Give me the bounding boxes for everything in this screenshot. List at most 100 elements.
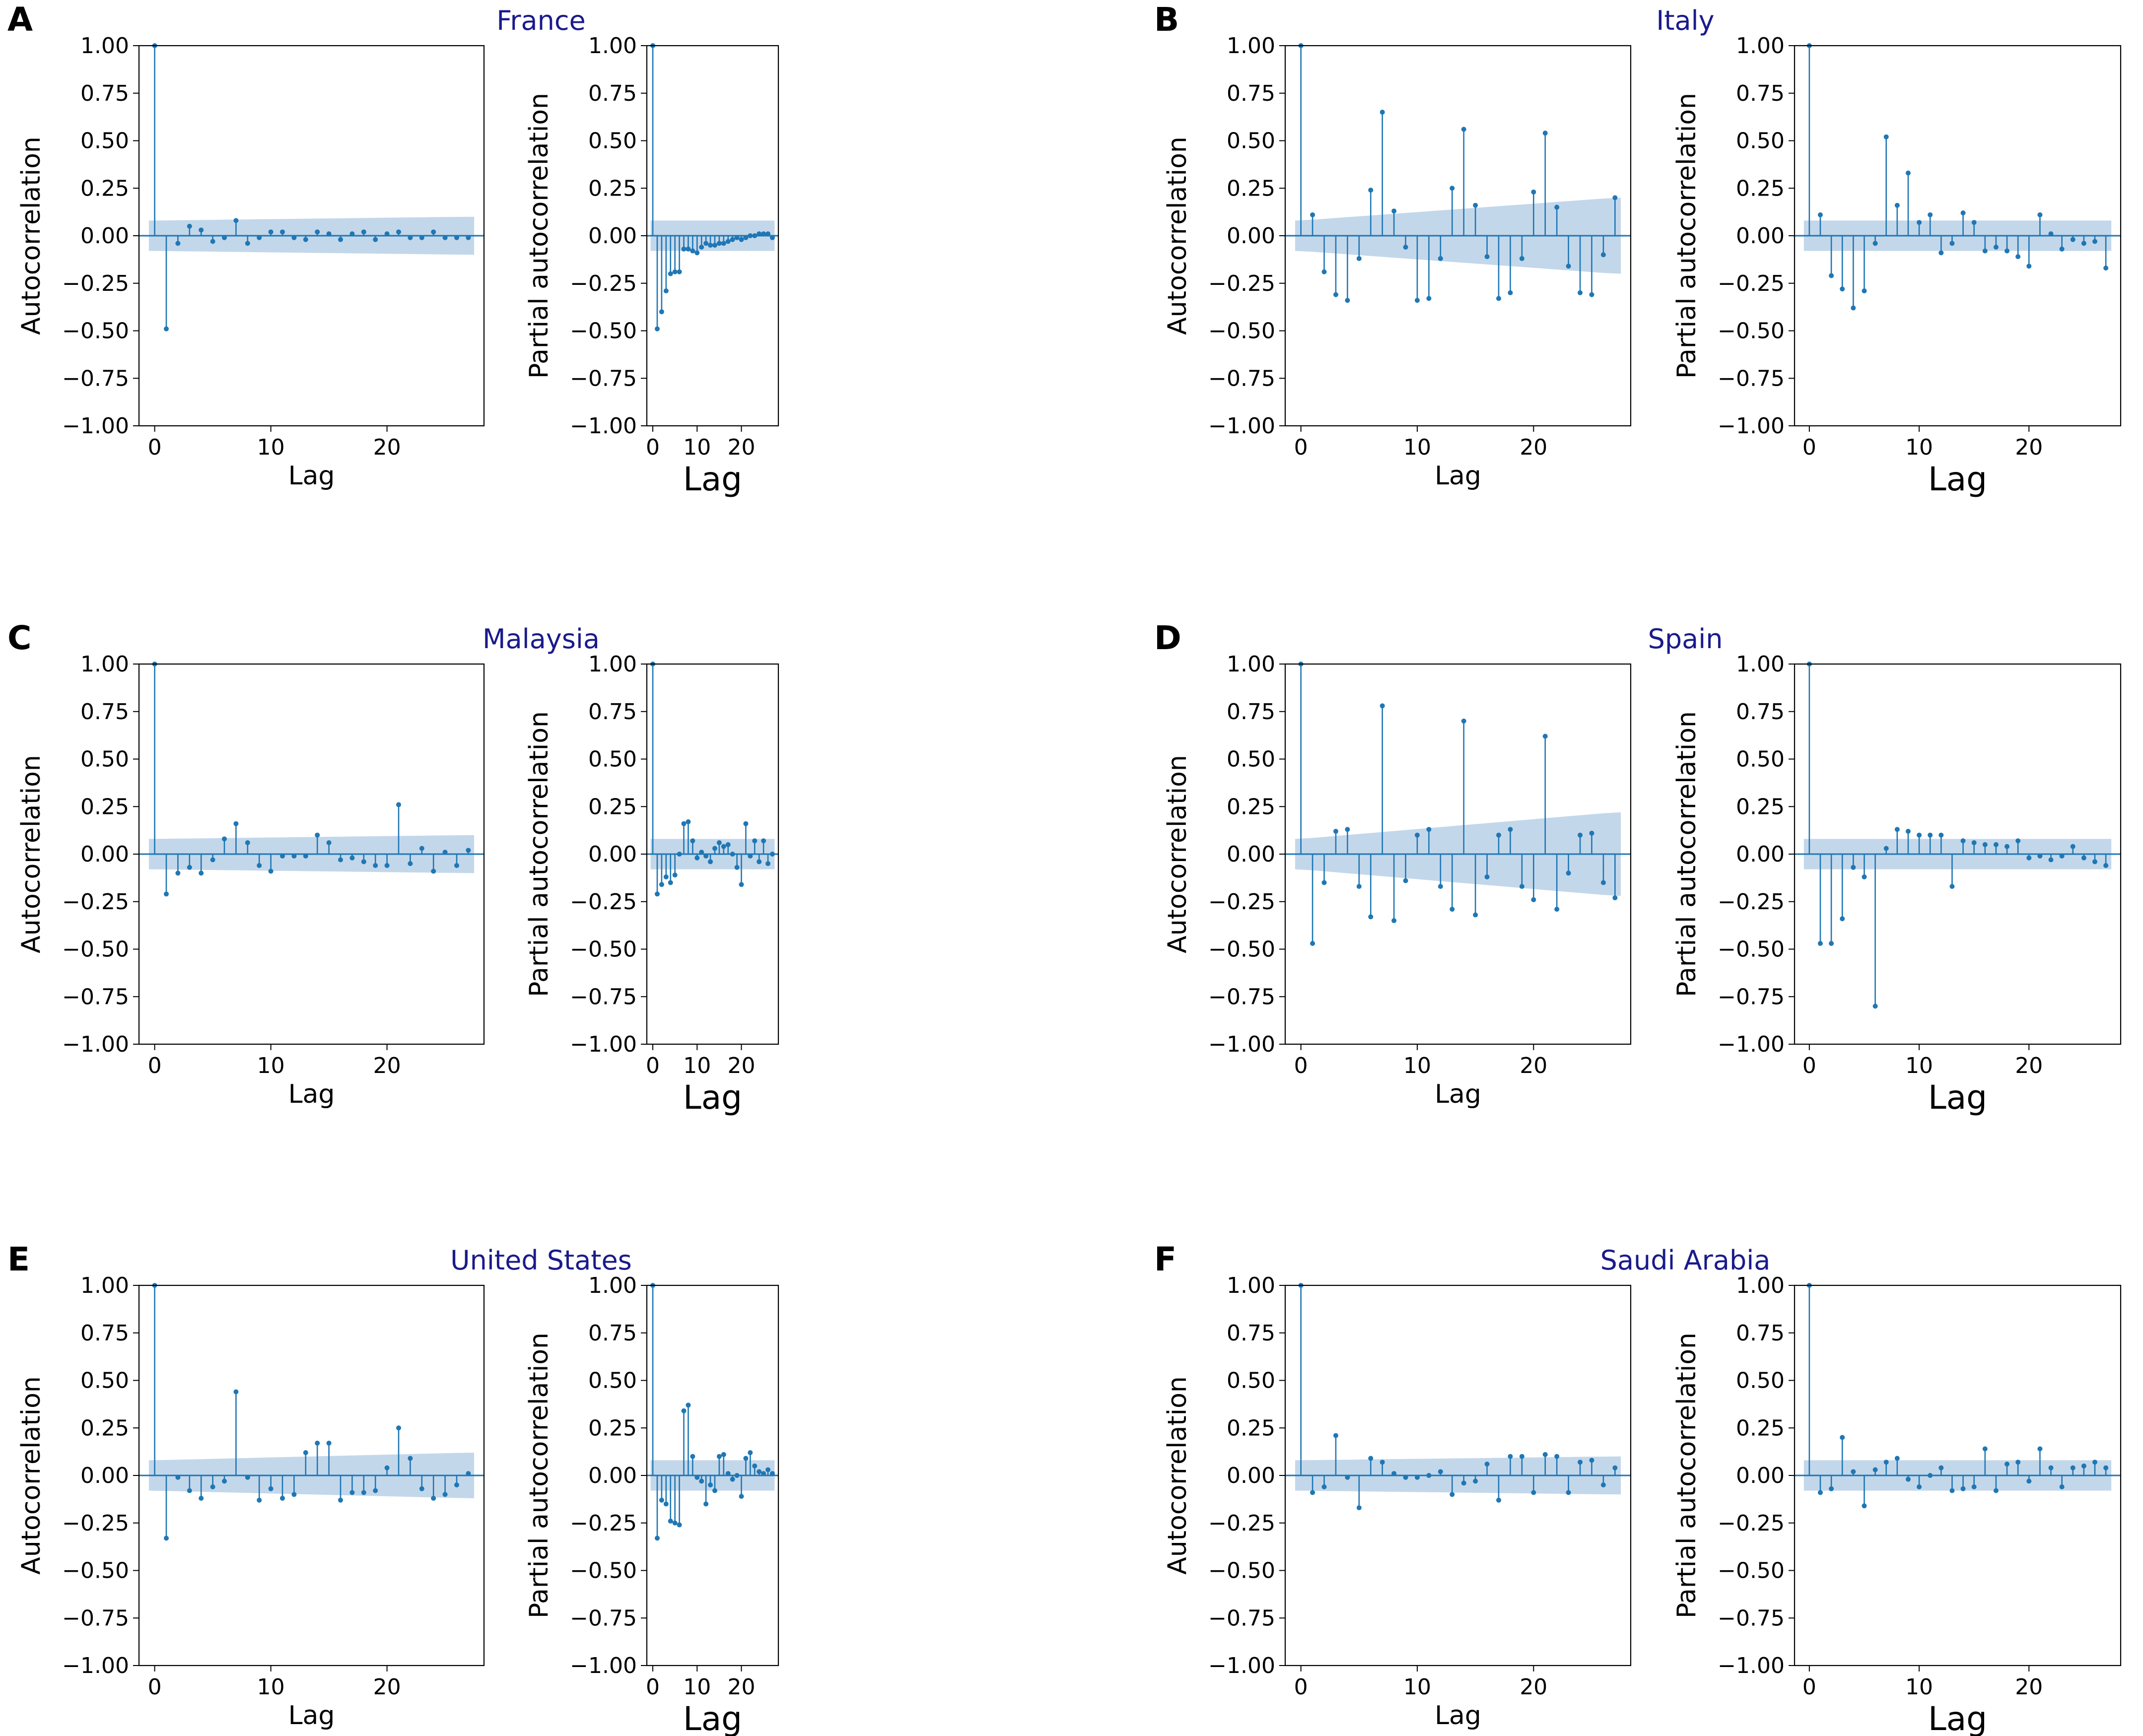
panel-title: Saudi Arabia [1600, 1245, 1771, 1276]
p3-acf-marker [1310, 941, 1315, 946]
p5-pacf-ytick-label: 0.50 [1736, 1368, 1785, 1394]
p4-acf-ytick-label: −0.50 [62, 1558, 129, 1584]
p4-acf-ytick-label: −0.75 [62, 1605, 129, 1631]
p3-pacf-ytick-label: 0.75 [1736, 699, 1785, 725]
p2-acf-marker [163, 891, 169, 897]
p3-pacf-marker [1949, 884, 1955, 889]
p5-pacf-marker [1993, 1488, 1999, 1493]
p1-acf-marker [1554, 204, 1560, 210]
p3-pacf-marker [1928, 832, 1933, 838]
p5-acf-marker [1496, 1497, 1502, 1503]
p5-pacf-marker [1883, 1460, 1889, 1465]
p4-acf-marker [349, 1490, 355, 1495]
p5-acf-marker [1508, 1454, 1513, 1459]
p4-acf-ytick-label: −0.25 [62, 1511, 129, 1536]
p4-pacf-marker [654, 1536, 660, 1541]
p1-pacf-marker [2092, 239, 2098, 244]
p0-pacf-ytick-label: −1.00 [570, 413, 637, 439]
p0-pacf-marker [730, 237, 735, 242]
p2-pacf-marker [654, 891, 660, 897]
p0-pacf-marker [769, 235, 775, 240]
pacf-plot: 1.00 0.75 0.50 0.25 0.00 −0.25 −0.50 −0.75 −1.00… [1672, 1273, 2122, 1736]
p1-acf-marker [1600, 252, 1606, 258]
p4-acf-marker [326, 1440, 332, 1446]
p5-acf-marker [1461, 1480, 1466, 1486]
p5-pacf-xlabel: Lag [1928, 1700, 1987, 1736]
p1-pacf-marker [2015, 254, 2021, 260]
p4-pacf-marker [686, 1402, 691, 1408]
p0-acf-marker [454, 235, 460, 240]
p4-pacf-marker [703, 1501, 709, 1507]
p1-pacf-marker [1960, 210, 1966, 216]
p1-pacf-ytick-label: 0.75 [1736, 81, 1785, 106]
p2-acf-ytick-label: −1.00 [62, 1032, 129, 1057]
p4-pacf-marker [699, 1478, 704, 1484]
p3-acf-marker [1356, 884, 1362, 889]
p4-pacf-ylabel: Partial autocorrelation [524, 1333, 554, 1618]
p0-acf-marker [431, 229, 436, 235]
p0-pacf-marker [752, 233, 758, 238]
p2-pacf-ytick-label: −0.25 [570, 889, 637, 915]
p4-pacf-marker [708, 1482, 713, 1488]
p5-acf-marker [1356, 1505, 1362, 1511]
p5-pacf-marker [1949, 1488, 1955, 1493]
p1-pacf-marker [1928, 212, 1933, 217]
p4-acf-marker [175, 1474, 181, 1480]
p0-pacf-ytick-label: −0.50 [570, 319, 637, 344]
p1-acf-ytick-label: −0.50 [1208, 319, 1275, 344]
p1-pacf-xtick-label: 0 [1802, 435, 1816, 460]
p3-acf-xtick-label: 10 [1403, 1053, 1431, 1078]
p5-pacf-marker [1928, 1473, 1933, 1478]
p5-pacf-marker [1917, 1484, 1922, 1489]
p2-pacf-marker [677, 852, 682, 857]
p2-pacf-marker [708, 859, 713, 865]
p5-acf-marker [1542, 1452, 1548, 1457]
p4-pacf-marker [694, 1474, 700, 1480]
p1-pacf-marker [2059, 246, 2065, 252]
p0-pacf-marker [708, 243, 713, 248]
p5-pacf-marker [2070, 1465, 2075, 1470]
p0-acf-ytick-label: 0.25 [80, 176, 129, 201]
p5-pacf-marker [1960, 1486, 1966, 1491]
p3-acf-marker [1403, 878, 1408, 883]
p5-pacf-ytick-label: −1.00 [1718, 1653, 1785, 1678]
panel-letter: F [1154, 1240, 1176, 1278]
p0-acf-marker [384, 231, 390, 237]
p4-acf-marker [466, 1471, 471, 1476]
p0-acf-marker [175, 241, 181, 246]
p0-acf-marker [419, 235, 424, 240]
p4-acf-marker [384, 1465, 390, 1470]
p2-pacf-ytick-label: −0.75 [570, 984, 637, 1009]
p0-acf-xlabel: Lag [288, 461, 335, 491]
p1-acf-marker [1403, 244, 1408, 250]
p0-pacf-marker [748, 233, 753, 238]
p0-acf-ytick-label: −0.50 [62, 319, 129, 344]
panel-title: France [496, 5, 586, 36]
acf-plot: 1.00 0.75 0.50 0.25 0.00 −0.25 −0.50 −0.75 −1.00… [1163, 652, 1632, 1109]
p3-pacf-ytick-label: 0.00 [1736, 842, 1785, 867]
p5-acf-marker [1310, 1490, 1315, 1495]
p5-pacf-ytick-label: −0.75 [1718, 1605, 1785, 1631]
p5-pacf-marker [1971, 1484, 1977, 1489]
p5-pacf-marker [1862, 1503, 1867, 1509]
p5-pacf-marker [1817, 1490, 1823, 1495]
p1-pacf-marker [1851, 305, 1856, 311]
p3-pacf-marker [1894, 827, 1900, 832]
p2-acf-ytick-label: 0.00 [80, 842, 129, 867]
p0-acf-ytick-label: 0.00 [80, 223, 129, 249]
p4-acf-marker [187, 1488, 192, 1493]
p5-acf-marker [1368, 1456, 1374, 1461]
pacf-plot: 1.00 0.75 0.50 0.25 0.00 −0.25 −0.50 −0.75 −1.00… [524, 33, 779, 498]
p0-pacf-marker [686, 246, 691, 252]
p5-pacf-marker [1851, 1469, 1856, 1474]
p1-pacf-ytick-label: −0.75 [1718, 366, 1785, 391]
p1-acf-xlabel: Lag [1435, 461, 1481, 491]
p3-acf-marker [1600, 880, 1606, 885]
p5-acf-xtick-label: 0 [1294, 1674, 1308, 1700]
p4-acf-marker [338, 1497, 344, 1503]
acf-plot: 1.00 0.75 0.50 0.25 0.00 −0.25 −0.50 −0.75 −1.00… [16, 1273, 485, 1731]
p4-pacf-ytick-label: −0.75 [570, 1605, 637, 1631]
p4-acf-marker [268, 1486, 274, 1491]
p5-acf-marker [1589, 1458, 1594, 1463]
panel-b: B Italy 1.00 0.75 0.50 0.25 0.00 −0.25 −0.50 −0.7… [1154, 0, 2122, 498]
